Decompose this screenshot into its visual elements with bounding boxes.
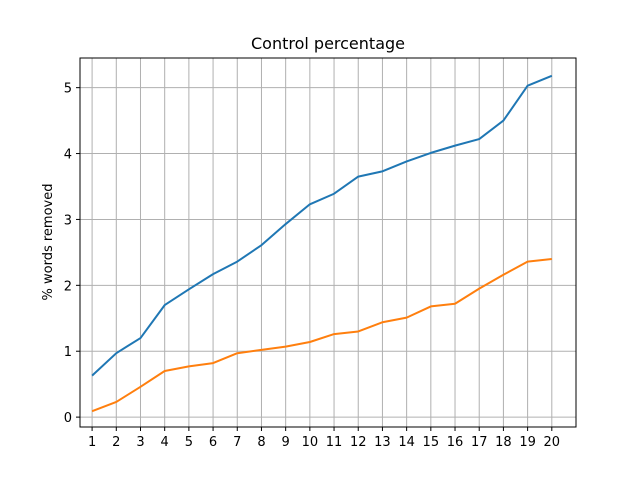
series-line-1 [91,74,553,377]
x-tick-label: 18 [495,435,512,450]
x-tick-label: 15 [423,435,440,450]
x-tick-label: 7 [233,435,241,450]
y-tick-label: 3 [64,213,72,228]
y-tick-label: 0 [64,411,72,426]
x-tick-label: 13 [374,435,391,450]
x-tick-label: 4 [161,435,169,450]
x-tick-label: 14 [398,435,415,450]
x-tick-label: 6 [209,435,217,450]
grid [80,58,576,427]
x-tick-label: 19 [519,435,536,450]
chart-title: Control percentage [251,34,405,53]
x-axis: 1 2 3 4 5 6 7 8 9 10 11 12 13 14 15 16 17 18 19 20 [88,427,560,450]
series-line-2 [91,257,552,413]
series-lines [91,74,553,413]
x-tick-label: 8 [257,435,265,450]
y-tick-label: 5 [64,82,72,97]
x-tick-label: 20 [544,435,561,450]
x-tick-label: 16 [447,435,464,450]
x-tick-label: 17 [471,435,488,450]
x-tick-label: 9 [282,435,290,450]
y-tick-label: 4 [64,148,72,163]
x-tick-label: 10 [302,435,319,450]
plot-frame [79,57,577,428]
x-tick-label: 1 [88,435,96,450]
x-tick-label: 3 [136,435,144,450]
x-tick-label: 12 [350,435,367,450]
y-tick-label: 2 [64,279,72,294]
y-axis-label: % words removed [41,184,56,301]
x-tick-label: 2 [112,435,120,450]
x-tick-label: 11 [326,435,343,450]
y-axis: 0 1 2 3 4 5 [64,82,80,426]
y-tick-label: 1 [64,345,72,360]
x-tick-label: 5 [185,435,193,450]
